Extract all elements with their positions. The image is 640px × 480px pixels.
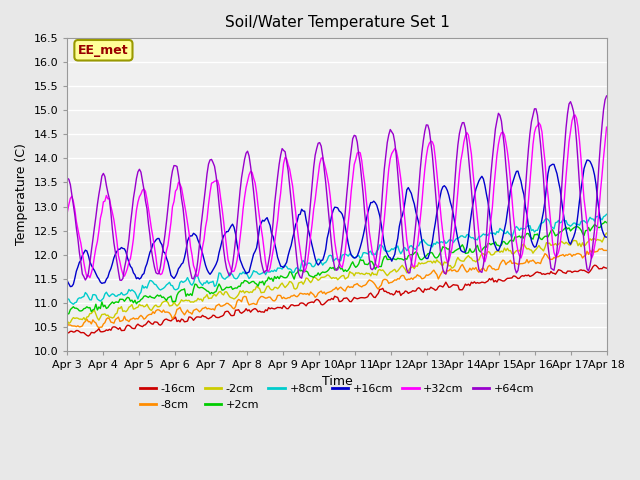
+2cm (63, 311, 71, 317)
Line: -8cm: -8cm (67, 249, 607, 328)
+64cm (574, 159, 582, 165)
-8cm (131, 316, 139, 322)
-16cm (301, 301, 308, 307)
-8cm (253, 301, 260, 307)
Line: +64cm: +64cm (67, 96, 607, 280)
+32cm (131, 220, 139, 226)
+2cm (224, 285, 232, 290)
-16cm (63, 330, 71, 336)
-16cm (574, 269, 582, 275)
-16cm (84, 333, 92, 339)
Line: +32cm: +32cm (67, 115, 607, 277)
+16cm (253, 245, 260, 251)
+64cm (118, 277, 125, 283)
-8cm (574, 251, 582, 256)
+64cm (301, 261, 308, 267)
+2cm (601, 218, 609, 224)
+8cm (574, 221, 582, 227)
+32cm (86, 275, 93, 280)
Line: +16cm: +16cm (67, 160, 607, 287)
+2cm (252, 280, 259, 286)
-8cm (301, 291, 308, 297)
-2cm (301, 279, 308, 285)
+16cm (301, 208, 308, 214)
+32cm (244, 179, 252, 184)
-16cm (131, 325, 139, 331)
+16cm (63, 278, 71, 284)
-2cm (244, 289, 252, 295)
+32cm (301, 269, 308, 275)
-2cm (63, 318, 71, 324)
+64cm (226, 273, 234, 279)
+32cm (603, 124, 611, 130)
+8cm (301, 260, 308, 265)
+8cm (70, 301, 77, 307)
-2cm (253, 283, 260, 289)
X-axis label: Time: Time (321, 375, 353, 388)
Y-axis label: Temperature (C): Temperature (C) (15, 144, 28, 245)
Line: -2cm: -2cm (67, 233, 607, 324)
Line: +8cm: +8cm (67, 215, 607, 304)
-16cm (253, 307, 260, 312)
+8cm (63, 296, 71, 301)
-16cm (244, 308, 252, 313)
-8cm (63, 322, 71, 327)
+64cm (63, 175, 71, 181)
+32cm (253, 190, 260, 195)
+64cm (244, 148, 252, 154)
-2cm (65, 321, 73, 326)
+16cm (67, 284, 74, 289)
+16cm (574, 211, 582, 216)
+2cm (603, 220, 611, 226)
+8cm (226, 270, 234, 276)
+8cm (253, 269, 260, 275)
-2cm (226, 294, 234, 300)
+8cm (131, 289, 139, 295)
+32cm (576, 138, 584, 144)
-8cm (598, 246, 606, 252)
-8cm (244, 299, 252, 304)
+32cm (571, 112, 579, 118)
Legend: -16cm, -8cm, -2cm, +2cm, +8cm, +16cm, +32cm, +64cm: -16cm, -8cm, -2cm, +2cm, +8cm, +16cm, +3… (135, 380, 539, 414)
+2cm (129, 300, 137, 306)
Line: -16cm: -16cm (67, 265, 607, 336)
+32cm (226, 262, 234, 267)
+8cm (244, 273, 252, 278)
+16cm (131, 272, 139, 277)
-16cm (591, 262, 598, 268)
-8cm (226, 302, 234, 308)
-8cm (95, 325, 102, 331)
+16cm (244, 270, 252, 276)
+16cm (583, 157, 591, 163)
-16cm (226, 311, 234, 316)
-2cm (131, 306, 139, 312)
+16cm (603, 234, 611, 240)
-16cm (603, 265, 611, 271)
Title: Soil/Water Temperature Set 1: Soil/Water Temperature Set 1 (225, 15, 449, 30)
Line: +2cm: +2cm (67, 221, 607, 314)
-2cm (574, 243, 582, 249)
+2cm (300, 269, 307, 275)
+64cm (131, 186, 139, 192)
+32cm (63, 209, 71, 215)
+64cm (603, 93, 611, 99)
Text: EE_met: EE_met (78, 44, 129, 57)
+2cm (573, 224, 580, 229)
-2cm (603, 230, 611, 236)
+64cm (253, 220, 260, 226)
+16cm (226, 226, 234, 232)
+2cm (242, 278, 250, 284)
-8cm (603, 248, 611, 253)
+8cm (603, 212, 611, 217)
